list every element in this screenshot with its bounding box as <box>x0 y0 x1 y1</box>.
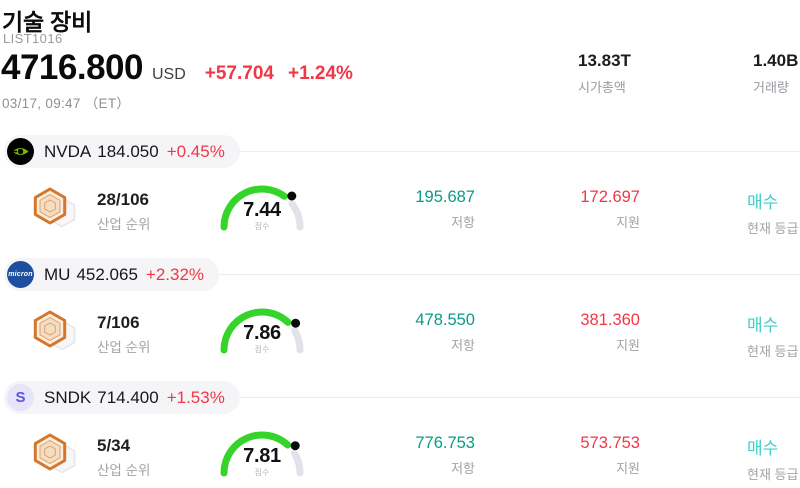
resistance-label: 저항 <box>451 461 475 476</box>
ticker-pill-sndk[interactable]: S SNDK 714.400 +1.53% <box>4 381 240 414</box>
rating-label: 현재 등급 <box>747 221 799 236</box>
resistance-value: 478.550 <box>415 311 475 329</box>
support-value: 172.697 <box>580 188 640 206</box>
nvda-logo-icon <box>7 138 34 165</box>
support-col: 172.697 지원 <box>545 188 640 231</box>
page-title: 기술 장비 <box>2 9 93 35</box>
support-label: 지원 <box>616 461 640 476</box>
industry-rank-badge-icon <box>29 308 81 359</box>
score-label: 점수 <box>254 345 270 354</box>
support-value: 573.753 <box>580 434 640 452</box>
header: 기술 장비 LIST1016 4716.800 USD +57.704 +1.2… <box>0 0 800 128</box>
rating-value: 매수 <box>747 193 779 212</box>
industry-rank: 7/106 산업 순위 <box>97 313 150 356</box>
ticker-change: +0.45% <box>166 141 225 161</box>
rating-col: 매수 현재 등급 <box>747 188 800 237</box>
price-change-percent: +1.24% <box>287 63 353 84</box>
rating-col: 매수 현재 등급 <box>747 434 800 483</box>
industry-rank-badge-icon <box>29 431 81 482</box>
ticker-change: +2.32% <box>145 264 205 284</box>
micron-logo-icon: micron <box>7 261 34 288</box>
row-head: micron MU 452.065 +2.32% <box>4 258 800 291</box>
score-label: 점수 <box>254 468 270 477</box>
ticker-symbol: MU <box>44 264 71 284</box>
score-value: 7.86 <box>243 322 281 344</box>
support-col: 573.753 지원 <box>545 434 640 477</box>
industry-rank: 5/34 산업 순위 <box>97 436 150 479</box>
ticker-price: 452.065 <box>76 264 138 284</box>
index-price: 4716.800 <box>1 48 143 87</box>
score-gauge: 7.86 점수 <box>214 301 310 359</box>
score-value: 7.44 <box>243 199 281 221</box>
sandisk-logo-icon: S <box>7 384 34 411</box>
industry-rank-badge-icon <box>29 185 81 236</box>
ticker-price: 184.050 <box>97 141 159 161</box>
resistance-col: 776.753 저항 <box>380 434 475 477</box>
volume-value: 1.40B <box>753 51 799 70</box>
row-divider <box>239 397 800 398</box>
row-head: S SNDK 714.400 +1.53% <box>4 381 800 414</box>
ticker-price: 714.400 <box>97 387 159 407</box>
ticker-pill-mu[interactable]: micron MU 452.065 +2.32% <box>4 258 220 291</box>
support-label: 지원 <box>616 338 640 353</box>
row-divider <box>239 151 800 152</box>
resistance-label: 저항 <box>451 338 475 353</box>
stock-row-sndk: S SNDK 714.400 +1.53% 5/34 산업 순위 <box>0 374 800 488</box>
industry-rank-value: 28/106 <box>97 190 149 209</box>
stock-rows: NVDA 184.050 +0.45% 28/106 산업 순위 <box>0 128 800 488</box>
quote-timestamp: 03/17, 09:47 （ET） <box>2 96 131 111</box>
industry-rank: 28/106 산업 순위 <box>97 190 150 233</box>
ticker-symbol: NVDA <box>44 141 92 161</box>
ticker-symbol: SNDK <box>44 387 92 407</box>
market-cap-label: 시가총액 <box>578 80 626 95</box>
list-id: LIST1016 <box>3 31 63 46</box>
price-change-absolute: +57.704 <box>204 63 274 84</box>
rating-label: 현재 등급 <box>747 467 799 482</box>
score-label: 점수 <box>254 222 270 231</box>
rating-value: 매수 <box>747 316 779 335</box>
industry-rank-label: 산업 순위 <box>97 463 151 478</box>
resistance-label: 저항 <box>451 215 475 230</box>
market-cap-value: 13.83T <box>578 51 631 70</box>
ticker-change: +1.53% <box>166 387 225 407</box>
stock-row-mu: micron MU 452.065 +2.32% 7/106 산업 순 <box>0 251 800 374</box>
industry-rank-label: 산업 순위 <box>97 340 151 355</box>
score-gauge: 7.44 점수 <box>214 178 310 236</box>
score-gauge: 7.81 점수 <box>214 424 310 482</box>
resistance-col: 195.687 저항 <box>380 188 475 231</box>
resistance-value: 776.753 <box>415 434 475 452</box>
rating-label: 현재 등급 <box>747 344 799 359</box>
rating-col: 매수 현재 등급 <box>747 311 800 360</box>
currency-label: USD <box>151 66 186 83</box>
industry-rank-value: 7/106 <box>97 313 140 332</box>
resistance-value: 195.687 <box>415 188 475 206</box>
support-label: 지원 <box>616 215 640 230</box>
market-cap-stat: 13.83T 시가총액 <box>578 51 631 96</box>
ticker-pill-nvda[interactable]: NVDA 184.050 +0.45% <box>4 135 240 168</box>
rating-value: 매수 <box>747 439 779 458</box>
volume-stat: 1.40B 거래량 <box>753 51 798 96</box>
industry-rank-value: 5/34 <box>97 436 131 455</box>
resistance-col: 478.550 저항 <box>380 311 475 354</box>
support-value: 381.360 <box>580 311 640 329</box>
row-head: NVDA 184.050 +0.45% <box>4 135 800 168</box>
volume-label: 거래량 <box>753 80 789 95</box>
score-value: 7.81 <box>243 445 281 467</box>
row-divider <box>219 274 800 275</box>
stock-row-nvda: NVDA 184.050 +0.45% 28/106 산업 순위 <box>0 128 800 251</box>
industry-rank-label: 산업 순위 <box>97 217 151 232</box>
price-row: 4716.800 USD +57.704 +1.24% <box>1 49 353 87</box>
support-col: 381.360 지원 <box>545 311 640 354</box>
